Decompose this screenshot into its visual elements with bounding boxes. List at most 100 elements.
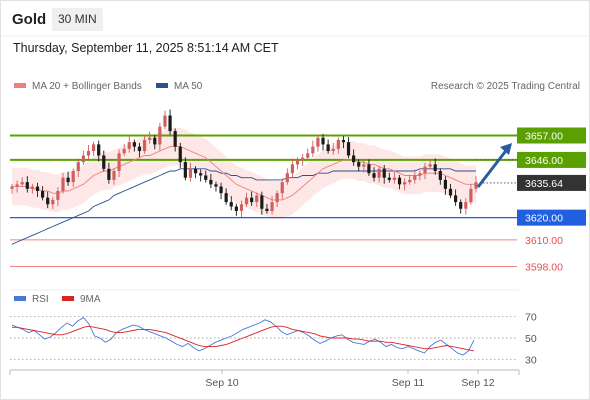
candle	[285, 173, 289, 183]
candle	[244, 197, 249, 205]
candle	[178, 146, 182, 163]
candle	[311, 146, 315, 154]
candle	[20, 182, 24, 185]
candle	[148, 137, 152, 140]
rsi-line	[11, 317, 475, 356]
candle	[367, 164, 371, 174]
ma50-legend-label: MA 50	[174, 81, 203, 92]
candle	[459, 202, 463, 209]
rsi-ma-legend-label: 9MA	[80, 294, 101, 305]
candle	[97, 144, 101, 156]
candle	[443, 179, 448, 189]
candle	[295, 159, 300, 165]
candle	[15, 184, 19, 187]
candle	[153, 137, 157, 145]
candle	[81, 155, 85, 163]
candle	[372, 173, 376, 178]
level-label-3646.00: 3646.00	[525, 155, 563, 167]
candle	[102, 155, 106, 169]
candle	[163, 115, 167, 127]
candle	[46, 197, 50, 205]
level-tag-3620.00	[517, 209, 586, 226]
candle	[336, 139, 340, 149]
candle	[306, 153, 310, 158]
candle	[76, 162, 80, 172]
candle	[413, 175, 417, 180]
candle	[204, 175, 208, 180]
timestamp: Thursday, September 11, 2025 8:51:14 AM …	[13, 41, 279, 55]
candle	[137, 146, 142, 152]
candle	[35, 186, 40, 191]
candle	[321, 137, 325, 145]
candle	[61, 177, 65, 191]
candle	[173, 131, 177, 147]
candle	[448, 188, 453, 196]
price-plot	[10, 109, 517, 267]
candle	[464, 202, 468, 209]
candle	[382, 168, 386, 178]
level-tag-3657.00	[517, 127, 586, 144]
timeframe-badge[interactable]: 30 MIN	[52, 8, 103, 31]
rsi-tick-70: 70	[525, 312, 537, 324]
level-tag-3646.00	[517, 151, 586, 168]
candle	[392, 177, 397, 180]
rsi-legend-label: RSI	[32, 294, 49, 305]
candle	[239, 204, 244, 211]
candle	[397, 177, 402, 185]
candle	[377, 168, 381, 178]
rsi-plot: 70 50 30	[10, 312, 537, 366]
candle	[51, 199, 55, 205]
bollinger-band-fill	[12, 127, 476, 219]
instrument-title: Gold	[12, 11, 47, 28]
candle	[250, 197, 254, 203]
candle	[474, 182, 478, 189]
candle	[352, 155, 356, 163]
x-tick-label: Sep 12	[461, 377, 494, 389]
ma20-legend-swatch	[14, 83, 26, 88]
candle	[30, 186, 34, 189]
candle	[387, 177, 391, 180]
candle	[341, 139, 346, 143]
level-labels: 3657.00 3646.00 3620.00 3610.00 3598.00 3635.…	[517, 127, 586, 273]
candle	[188, 168, 193, 178]
rsi-ma-line	[12, 325, 475, 352]
chart-header: Gold 30 MIN	[1, 1, 589, 36]
candle	[418, 173, 422, 176]
candle	[66, 177, 70, 183]
ma50-line	[11, 168, 476, 245]
candle	[275, 193, 279, 203]
rsi-tick-50: 50	[525, 333, 537, 345]
candle	[214, 184, 218, 187]
candle	[331, 148, 335, 152]
candle	[316, 137, 320, 147]
candle	[10, 186, 14, 189]
candle	[255, 195, 259, 203]
candle	[408, 179, 412, 183]
candle	[428, 164, 432, 167]
level-label-3610.00: 3610.00	[525, 235, 563, 247]
candle	[142, 139, 147, 152]
candle	[290, 164, 295, 174]
candle	[260, 195, 264, 209]
candle	[40, 191, 45, 198]
rsi-ma-legend-swatch	[62, 296, 74, 301]
rsi-legend-swatch	[14, 296, 26, 301]
forecast-arrow-head	[500, 143, 512, 155]
candle	[469, 188, 473, 203]
candle	[132, 142, 136, 147]
candle	[357, 162, 361, 167]
candle	[209, 179, 213, 185]
candle	[86, 151, 91, 156]
candle	[193, 168, 198, 174]
candle	[362, 164, 366, 167]
x-axis-ticks: Sep 10 Sep 11 Sep 12	[205, 370, 495, 389]
candle	[71, 171, 75, 183]
ma20-line	[12, 146, 476, 201]
candle	[107, 168, 111, 180]
candle	[454, 195, 458, 203]
candle	[25, 182, 29, 189]
forecast-arrow	[476, 147, 510, 188]
candle	[219, 186, 223, 194]
candle	[438, 171, 442, 180]
